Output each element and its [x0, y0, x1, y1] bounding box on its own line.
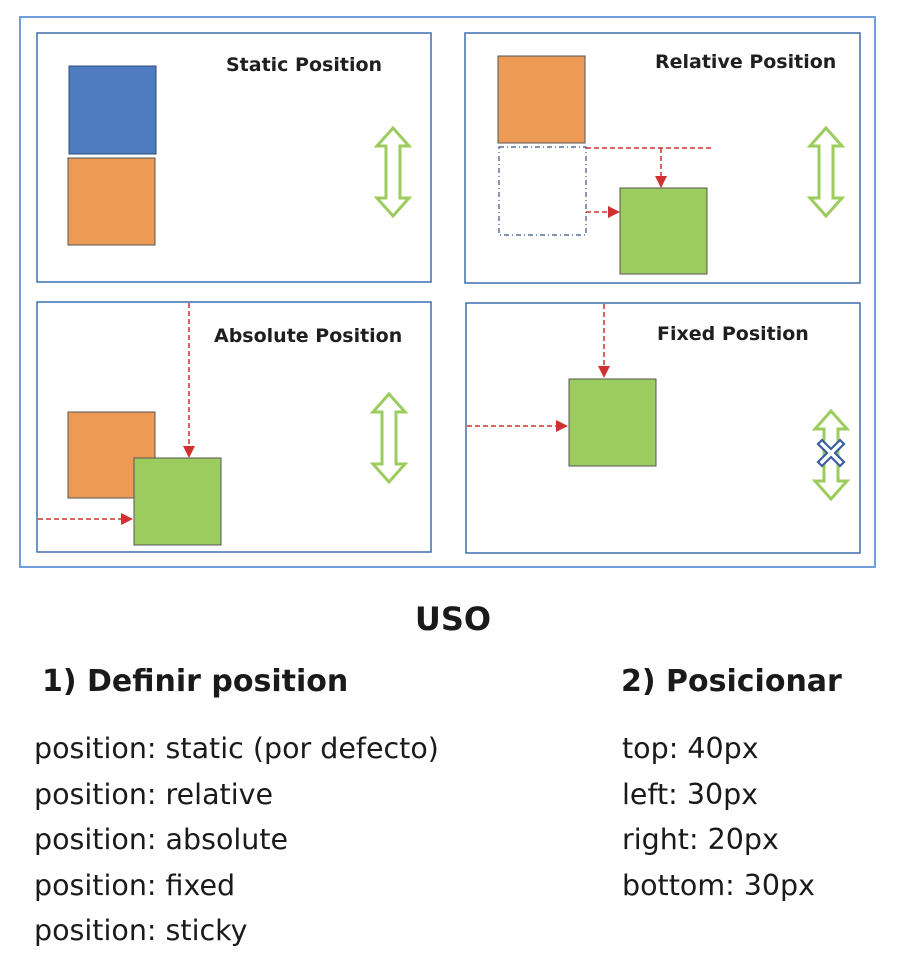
define-position-heading: 1) Definir position [42, 664, 349, 699]
list-item: position: sticky [34, 914, 248, 947]
blue-box [68, 65, 157, 155]
outer-frame [19, 16, 876, 568]
list-item: position: absolute [34, 823, 289, 856]
green-box [619, 187, 708, 275]
panel-absolute-title: Absolute Position [214, 325, 402, 347]
ghost-original-box [498, 146, 587, 236]
orange-box [67, 157, 156, 246]
list-item: left: 30px [622, 777, 759, 811]
green-box [568, 378, 657, 467]
panel-relative: Relative Position [464, 32, 861, 284]
panel-absolute: Absolute Position [36, 301, 432, 553]
list-item: position: fixed [34, 868, 236, 902]
panel-fixed-title: Fixed Position [657, 323, 809, 345]
list-item: position: static (por defecto) [34, 732, 439, 765]
panel-fixed-border [465, 302, 861, 554]
panel-relative-title: Relative Position [655, 51, 836, 73]
position-diagram: Static Position Relative Position Absolu… [19, 16, 876, 568]
position-offsets-list: top: 40px left: 30px right: 20px bottom:… [622, 726, 815, 908]
panel-fixed: Fixed Position [465, 302, 861, 554]
panel-static-title: Static Position [226, 54, 382, 76]
x-mark-icon [816, 438, 846, 468]
define-position-list: position: static (por defecto) position:… [34, 726, 439, 954]
position-offsets-heading: 2) Posicionar [621, 664, 842, 699]
green-box [133, 457, 222, 546]
list-item: bottom: 30px [622, 868, 815, 902]
list-item: position: relative [34, 777, 274, 811]
list-item: top: 40px [622, 732, 759, 765]
list-item: right: 20px [622, 823, 779, 856]
usage-title: USO [414, 600, 492, 638]
panel-static: Static Position [36, 32, 432, 283]
orange-box [497, 55, 586, 144]
